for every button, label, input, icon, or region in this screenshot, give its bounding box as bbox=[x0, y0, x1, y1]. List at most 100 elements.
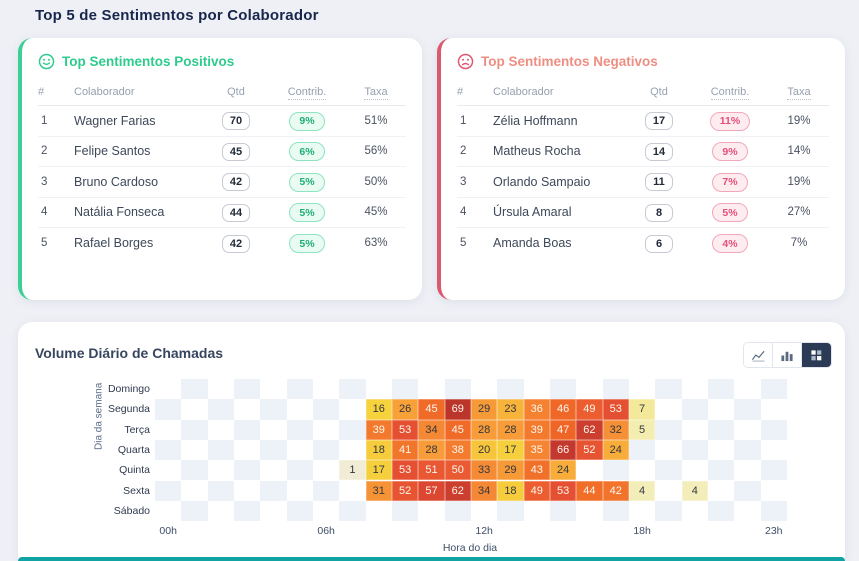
heatmap-cell[interactable]: 45 bbox=[444, 419, 471, 440]
heatmap-empty-cell bbox=[471, 501, 497, 521]
heatmap-cell[interactable]: 18 bbox=[365, 439, 392, 461]
heatmap-empty-cell bbox=[155, 439, 182, 461]
contrib-badge: 5% bbox=[289, 234, 325, 253]
heatmap-empty-cell bbox=[681, 439, 708, 461]
heatmap-cell[interactable]: 17 bbox=[497, 439, 524, 461]
heatmap-empty-cell bbox=[313, 501, 339, 521]
day-tick-label: Sábado bbox=[113, 504, 150, 517]
heatmap-cell[interactable]: 35 bbox=[523, 439, 550, 461]
heatmap-cell[interactable]: 62 bbox=[576, 419, 603, 440]
heatmap-cell[interactable]: 17 bbox=[365, 460, 392, 481]
heatmap-empty-cell bbox=[760, 460, 787, 481]
heatmap-empty-cell bbox=[366, 379, 392, 399]
heatmap-empty-cell bbox=[287, 399, 313, 419]
heatmap-empty-cell bbox=[418, 379, 444, 399]
heatmap-empty-cell bbox=[339, 500, 366, 522]
heatmap-empty-cell bbox=[734, 439, 761, 461]
heatmap-cell[interactable]: 16 bbox=[365, 399, 392, 420]
table-header-row: # Colaborador Qtd Contrib. Taxa bbox=[38, 79, 406, 106]
col-name: Colaborador bbox=[493, 86, 554, 98]
heatmap-cell[interactable]: 29 bbox=[497, 460, 524, 481]
qtd-badge: 70 bbox=[221, 112, 251, 131]
heatmap-cell[interactable]: 66 bbox=[549, 439, 577, 461]
heatmap-empty-cell bbox=[207, 399, 234, 420]
heatmap-cell[interactable]: 38 bbox=[444, 439, 471, 461]
rank-cell: 5 bbox=[460, 237, 467, 250]
heatmap-cell[interactable]: 28 bbox=[418, 439, 445, 461]
heatmap-empty-cell bbox=[234, 481, 260, 501]
heatmap-empty-cell bbox=[155, 460, 181, 480]
heatmap-cell[interactable]: 24 bbox=[549, 460, 577, 481]
heatmap-cell[interactable]: 52 bbox=[391, 480, 419, 501]
heatmap-button[interactable] bbox=[802, 343, 831, 367]
collaborator-name: Orlando Sampaio bbox=[493, 174, 591, 189]
heatmap-cell[interactable]: 42 bbox=[602, 480, 629, 501]
line-chart-button[interactable] bbox=[744, 343, 773, 367]
heatmap-cell[interactable]: 39 bbox=[523, 419, 550, 440]
heatmap-cell[interactable]: 18 bbox=[497, 480, 524, 501]
heatmap-cell[interactable]: 46 bbox=[549, 399, 577, 420]
heatmap-empty-cell bbox=[260, 480, 287, 501]
heatmap-cell[interactable]: 28 bbox=[497, 419, 524, 440]
heatmap-cell[interactable]: 44 bbox=[576, 480, 603, 501]
heatmap-cell[interactable]: 29 bbox=[470, 399, 498, 420]
heatmap-empty-cell bbox=[682, 460, 708, 480]
bar-chart-button[interactable] bbox=[773, 343, 802, 367]
col-qtd: Qtd bbox=[650, 86, 668, 98]
heatmap-cell[interactable]: 7 bbox=[628, 399, 656, 420]
heatmap-cell[interactable]: 53 bbox=[391, 460, 419, 481]
contrib-badge: 7% bbox=[712, 172, 748, 192]
heatmap-cell[interactable]: 33 bbox=[470, 460, 498, 481]
positive-sentiments-card: Top Sentimentos Positivos # Colaborador … bbox=[18, 38, 422, 300]
heatmap-cell[interactable]: 57 bbox=[418, 480, 445, 501]
heatmap-cell[interactable]: 43 bbox=[523, 460, 550, 481]
heatmap-empty-cell bbox=[708, 481, 734, 501]
rank-cell: 1 bbox=[41, 114, 48, 127]
heatmap-cell[interactable]: 49 bbox=[523, 480, 550, 501]
heatmap-cell[interactable]: 52 bbox=[576, 439, 603, 461]
contrib-cell: 5% bbox=[268, 203, 346, 222]
heatmap-cell[interactable]: 32 bbox=[602, 419, 629, 440]
heatmap-cell[interactable]: 62 bbox=[444, 480, 471, 501]
heatmap-empty-cell bbox=[208, 420, 234, 440]
table-row: 3 Bruno Cardoso 42 5% 50% bbox=[38, 167, 406, 198]
qtd-badge: 42 bbox=[221, 234, 251, 253]
positive-card-header: Top Sentimentos Positivos bbox=[22, 38, 422, 79]
heatmap-cell[interactable]: 49 bbox=[576, 399, 603, 420]
line-chart-icon bbox=[751, 350, 765, 362]
heatmap-cell[interactable]: 26 bbox=[391, 399, 419, 420]
positive-card-title: Top Sentimentos Positivos bbox=[62, 54, 235, 69]
heatmap-cell[interactable]: 5 bbox=[628, 419, 656, 440]
heatmap-cell[interactable]: 23 bbox=[497, 399, 524, 420]
heatmap-cell[interactable]: 53 bbox=[391, 419, 419, 440]
heatmap-cell[interactable]: 1 bbox=[339, 460, 366, 481]
heatmap-cell[interactable]: 53 bbox=[549, 480, 577, 501]
heatmap-cell[interactable]: 20 bbox=[470, 439, 498, 461]
heatmap-cell[interactable]: 36 bbox=[523, 399, 550, 420]
heatmap-cell[interactable]: 28 bbox=[470, 419, 498, 440]
qtd-cell: 70 bbox=[204, 111, 268, 131]
day-tick-label: Domingo bbox=[107, 383, 150, 395]
heatmap-cell[interactable]: 45 bbox=[418, 399, 445, 420]
heatmap-cell[interactable]: 41 bbox=[391, 439, 419, 461]
daily-call-volume-card: Volume Diário de Chamadas Dia da seman bbox=[18, 322, 845, 561]
heatmap-empty-cell bbox=[471, 379, 497, 399]
heatmap-cell[interactable]: 50 bbox=[444, 460, 471, 481]
heatmap-cell[interactable]: 34 bbox=[470, 480, 498, 501]
contrib-cell: 4% bbox=[691, 234, 769, 253]
heatmap-cell[interactable]: 47 bbox=[549, 419, 577, 440]
heatmap-cell[interactable]: 31 bbox=[365, 480, 392, 501]
heatmap-cell[interactable]: 51 bbox=[418, 460, 445, 481]
heatmap-empty-cell bbox=[708, 399, 734, 419]
heatmap-cell[interactable]: 4 bbox=[628, 480, 656, 501]
heatmap-empty-cell bbox=[260, 439, 287, 461]
heatmap-cell[interactable]: 69 bbox=[444, 399, 471, 420]
heatmap-empty-cell bbox=[260, 399, 287, 420]
heatmap-cell[interactable]: 53 bbox=[602, 399, 629, 420]
heatmap-cell[interactable]: 39 bbox=[365, 419, 392, 440]
heatmap-cell[interactable]: 4 bbox=[681, 480, 708, 501]
heatmap-cell[interactable]: 24 bbox=[602, 439, 629, 461]
heatmap-icon bbox=[811, 349, 822, 360]
qtd-cell: 11 bbox=[627, 172, 691, 192]
heatmap-cell[interactable]: 34 bbox=[418, 419, 445, 440]
